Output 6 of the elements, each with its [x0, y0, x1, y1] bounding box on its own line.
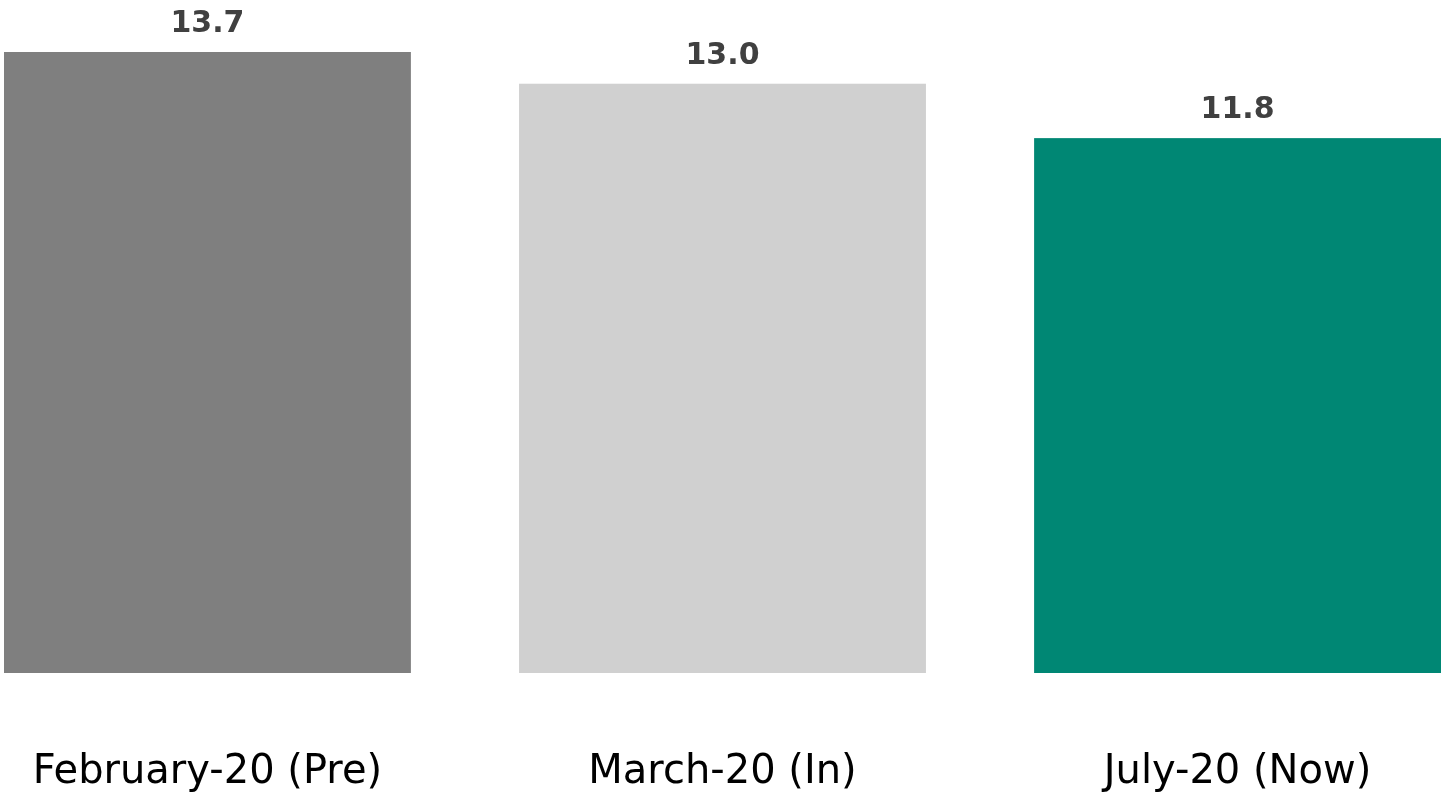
x-tick-label: February-20 (Pre): [32, 746, 383, 792]
data-label: 13.0: [685, 35, 760, 71]
data-label: 11.8: [1200, 90, 1275, 126]
x-tick-label: March-20 (In): [588, 746, 857, 792]
data-label: 13.7: [170, 4, 245, 39]
x-tick-label: July-20 (Now): [1100, 746, 1372, 792]
